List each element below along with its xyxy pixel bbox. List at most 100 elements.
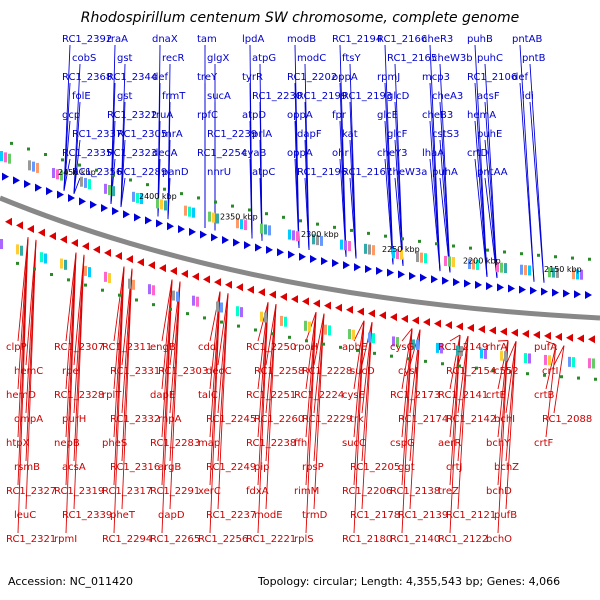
feature-band-mark bbox=[524, 265, 527, 276]
feature-band-mark bbox=[260, 223, 263, 234]
forward-gene-label: glcE bbox=[377, 110, 398, 121]
scale-tick bbox=[101, 288, 104, 292]
feature-band-mark bbox=[436, 342, 439, 353]
scale-tick bbox=[509, 370, 512, 374]
reverse-feature-arrow bbox=[324, 301, 331, 310]
forward-feature-arrow bbox=[420, 273, 427, 282]
reverse-leader-line bbox=[457, 335, 469, 414]
feature-band-mark bbox=[264, 312, 267, 323]
reverse-leader-line bbox=[313, 313, 325, 510]
scale-tick bbox=[265, 212, 268, 216]
reverse-leader-line bbox=[553, 345, 565, 366]
reverse-leader-line bbox=[113, 266, 125, 534]
reverse-gene-label: pufA bbox=[534, 342, 557, 353]
reverse-feature-arrow bbox=[445, 321, 452, 330]
forward-feature-arrow bbox=[585, 291, 592, 300]
reverse-gene-label: RC1_2283 bbox=[150, 438, 200, 449]
feature-band-mark bbox=[368, 244, 371, 255]
feature-band-mark bbox=[556, 267, 559, 278]
feature-band-mark bbox=[60, 258, 63, 269]
accession-text: Accession: NC_011420 bbox=[8, 575, 133, 588]
reverse-gene-label: sucC bbox=[342, 438, 366, 449]
reverse-gene-label: aerR bbox=[438, 438, 461, 449]
feature-band-mark bbox=[392, 336, 395, 347]
reverse-feature-arrow bbox=[522, 329, 529, 338]
reverse-feature-arrow bbox=[478, 325, 485, 334]
scale-tick bbox=[458, 364, 461, 368]
reverse-gene-label: RC1_2316 bbox=[110, 462, 160, 473]
feature-band-mark bbox=[104, 271, 107, 282]
forward-gene-label: lhaA bbox=[422, 148, 444, 159]
forward-feature-arrow bbox=[46, 187, 53, 196]
scale-tick bbox=[469, 246, 472, 250]
reverse-gene-label: crtF bbox=[534, 438, 554, 449]
reverse-feature-arrow bbox=[225, 280, 232, 289]
forward-feature-arrow bbox=[442, 276, 449, 285]
reverse-feature-arrow bbox=[236, 283, 243, 292]
feature-band-mark bbox=[0, 151, 3, 161]
forward-gene-label: cheA3 bbox=[432, 91, 463, 102]
scale-tick bbox=[67, 278, 70, 282]
forward-gene-label: puhC bbox=[477, 53, 503, 64]
reverse-gene-label: ompA bbox=[14, 414, 43, 425]
reverse-feature-arrow bbox=[192, 272, 199, 281]
scale-tick bbox=[486, 248, 489, 252]
forward-feature-arrow bbox=[354, 263, 361, 272]
forward-gene-label: RC1_2239 bbox=[207, 129, 257, 140]
forward-feature-arrow bbox=[189, 227, 196, 236]
kbp-label: 2300 kbp bbox=[301, 230, 339, 239]
reverse-gene-label: RC1_2221 bbox=[246, 534, 296, 545]
feature-band-mark bbox=[416, 340, 419, 351]
forward-feature-arrow bbox=[57, 190, 64, 199]
forward-gene-label: RC1_2289 bbox=[117, 167, 167, 178]
forward-feature-arrow bbox=[519, 285, 526, 294]
reverse-feature-arrow bbox=[423, 318, 430, 327]
scale-tick bbox=[44, 153, 47, 157]
feature-band-mark bbox=[576, 269, 579, 280]
reverse-feature-arrow bbox=[5, 217, 12, 226]
forward-feature-arrow bbox=[2, 172, 9, 181]
reverse-gene-label: pheS bbox=[102, 438, 127, 449]
forward-gene-label: gst bbox=[117, 53, 133, 64]
forward-gene-label: sucA bbox=[207, 91, 231, 102]
feature-band-mark bbox=[40, 252, 43, 263]
feature-band-mark bbox=[528, 353, 531, 364]
feature-band-mark bbox=[456, 345, 459, 356]
feature-band-mark bbox=[112, 186, 115, 197]
forward-leader-line bbox=[474, 158, 488, 277]
scale-tick bbox=[594, 377, 597, 381]
forward-gene-label: RC1_2322 bbox=[107, 110, 157, 121]
reverse-leader-line bbox=[161, 279, 173, 342]
chromosome-backbone bbox=[0, 195, 600, 321]
reverse-gene-label: fdxA bbox=[246, 486, 269, 497]
feature-band-mark bbox=[344, 240, 347, 251]
reverse-feature-arrow bbox=[379, 311, 386, 320]
reverse-leader-line bbox=[313, 313, 325, 414]
feature-band-mark bbox=[164, 200, 167, 211]
reverse-gene-label: nepB bbox=[54, 438, 80, 449]
forward-strand-features bbox=[2, 172, 592, 300]
scale-tick bbox=[475, 366, 478, 370]
reverse-feature-arrow bbox=[214, 278, 221, 287]
reverse-gene-label: RC1_2321 bbox=[6, 534, 56, 545]
reverse-feature-arrow bbox=[16, 221, 23, 230]
feature-band-mark bbox=[340, 239, 343, 250]
forward-leader-line bbox=[73, 177, 81, 194]
forward-gene-label: RC1_2356 bbox=[72, 167, 122, 178]
reverse-gene-label: RC1_2122 bbox=[438, 534, 488, 545]
reverse-leader-line bbox=[209, 291, 221, 342]
forward-gene-label: lpdA bbox=[242, 34, 264, 45]
feature-band-mark bbox=[496, 262, 499, 273]
forward-gene-label: treY bbox=[197, 72, 218, 83]
reverse-gene-label: RC1_2178 bbox=[350, 510, 400, 521]
forward-gene-label: mcp3 bbox=[422, 72, 450, 83]
feature-band-mark bbox=[304, 320, 307, 331]
feature-band-mark bbox=[220, 302, 223, 313]
reverse-gene-label: c552 bbox=[494, 366, 519, 377]
reverse-gene-label: RC1_2154 bbox=[446, 366, 496, 377]
forward-feature-arrow bbox=[244, 241, 251, 250]
forward-feature-arrow bbox=[332, 259, 339, 268]
feature-band-mark bbox=[452, 257, 455, 268]
feature-band-mark bbox=[284, 316, 287, 327]
feature-band-mark bbox=[216, 213, 219, 224]
